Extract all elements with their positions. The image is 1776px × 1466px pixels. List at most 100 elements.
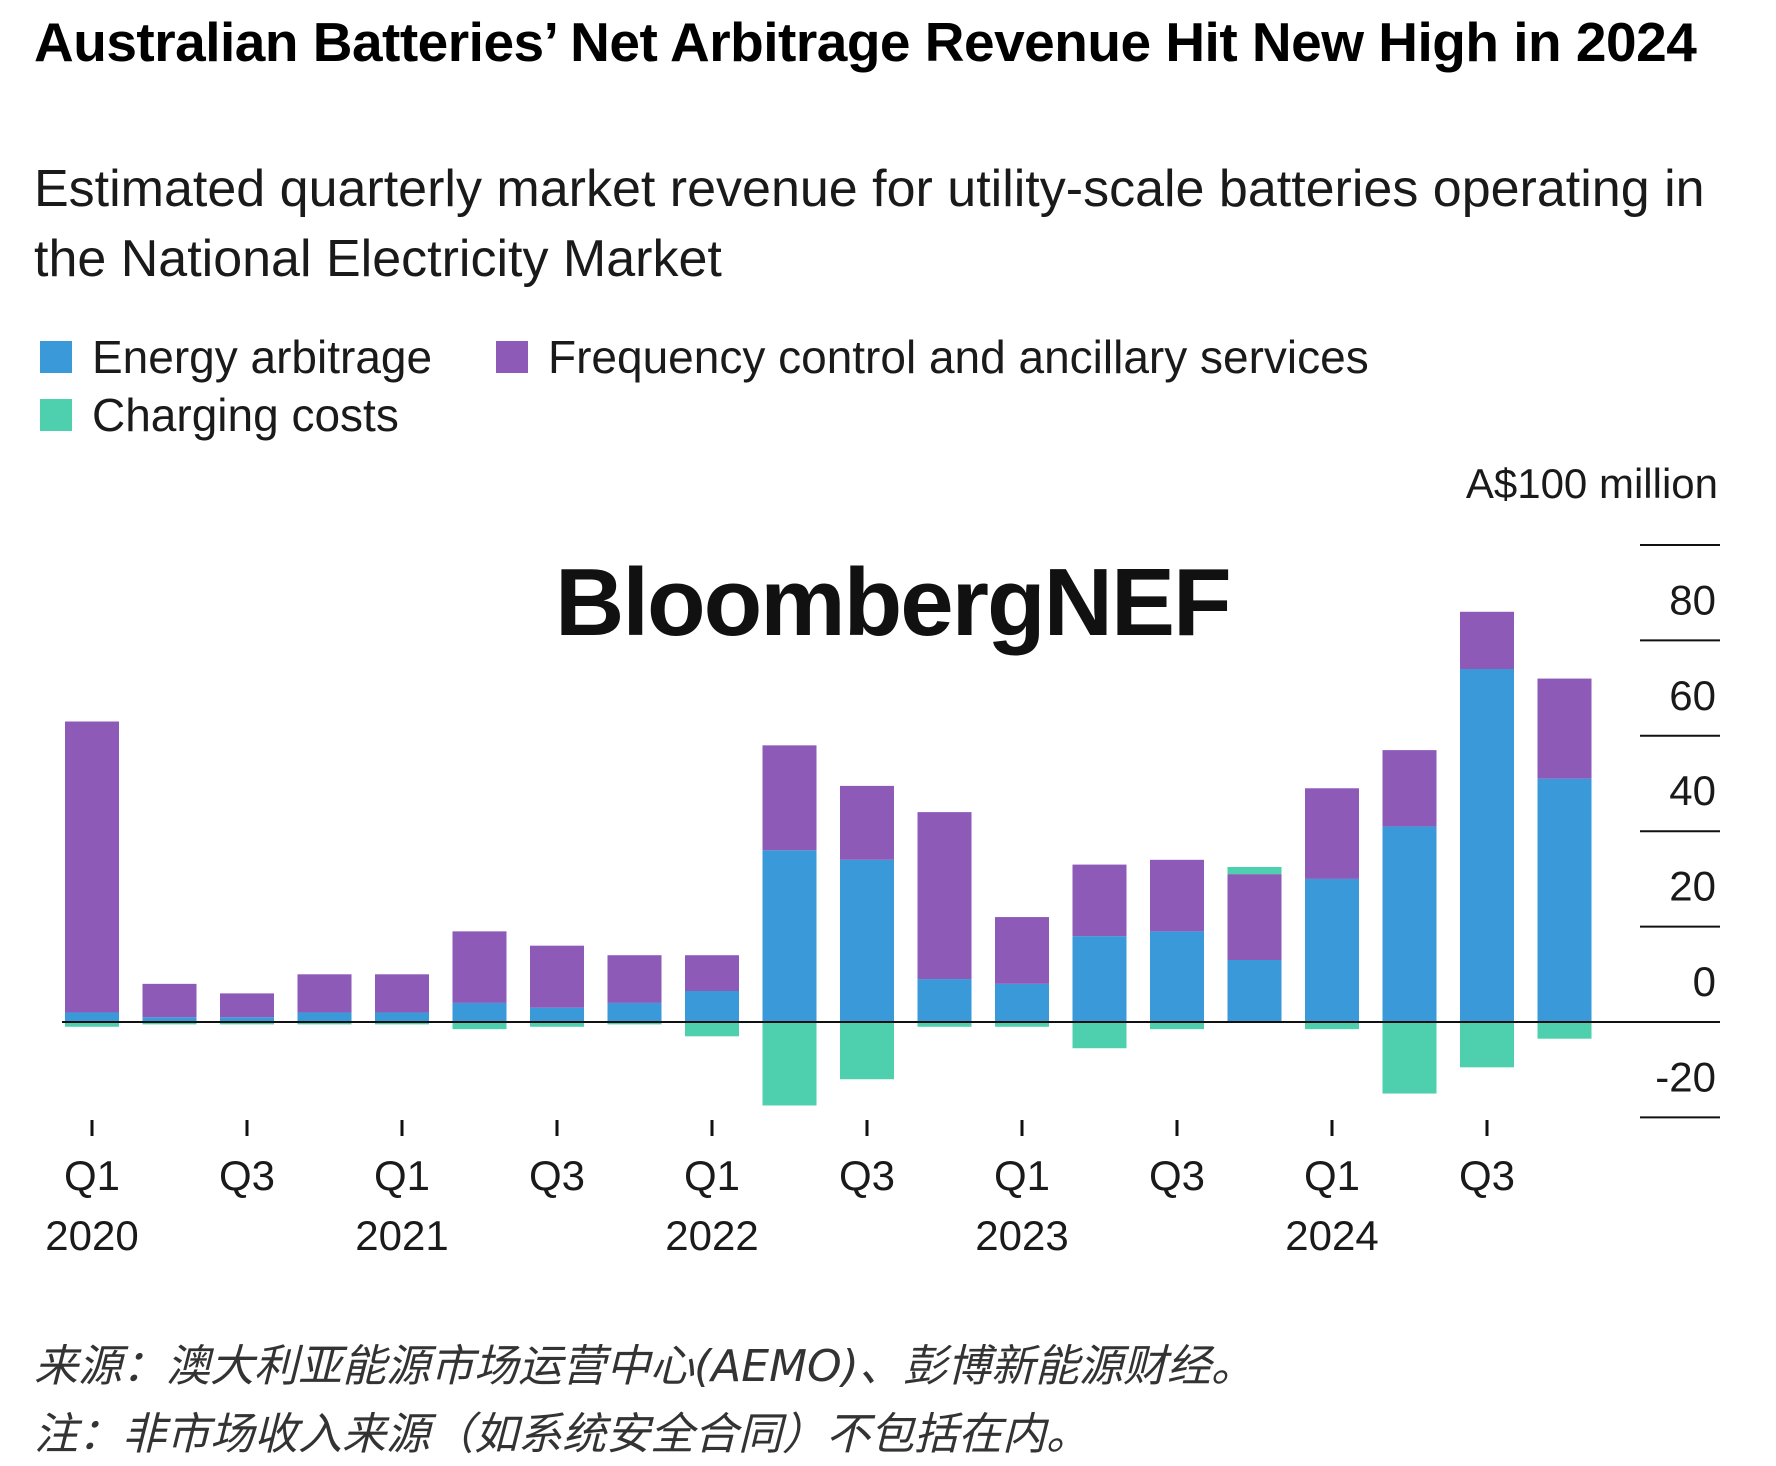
legend-label-charging-costs: Charging costs (92, 389, 399, 441)
x-tick-label-quarter: Q3 (1149, 1152, 1205, 1199)
bar-segment-frequency-control-and-ancillary-services-4 (297, 974, 352, 1013)
stacked-bar-chart: -20 0 20 40 60 80 A$100 million Q1 2020 Q3 Q1 2021 Q… (45, 460, 1720, 1259)
bars (65, 611, 1592, 1106)
bar-segment-charging-costs-17 (1305, 1022, 1359, 1030)
bar-segment-charging-costs-18 (1382, 1022, 1437, 1094)
y-tick-label: -20 (1655, 1053, 1716, 1100)
bar-segment-energy-arbitrage-12 (917, 979, 972, 1022)
legend-swatch-charging-costs (40, 399, 72, 431)
bar-segment-charging-costs-6 (452, 1022, 507, 1030)
bar-segment-energy-arbitrage-5 (375, 1012, 429, 1022)
bar-segment-frequency-control-and-ancillary-services-1 (65, 721, 119, 1013)
x-tick-label-quarter: Q1 (1304, 1152, 1360, 1199)
legend-item-energy-arbitrage: Energy arbitrage (40, 330, 432, 384)
bar-segment-energy-arbitrage-20 (1537, 778, 1592, 1022)
bar-segment-charging-costs-13 (995, 1022, 1049, 1027)
legend-swatch-fcas (496, 341, 528, 373)
bar-segment-energy-arbitrage-2 (142, 1017, 197, 1022)
y-tick-label: 60 (1669, 672, 1716, 719)
axes: -20 0 20 40 60 80 A$100 million Q1 2020 Q3 Q1 2021 Q… (45, 460, 1718, 1259)
bar-segment-frequency-control-and-ancillary-services-16 (1227, 874, 1282, 960)
x-tick-label-year: 2024 (1285, 1212, 1378, 1259)
bar-segment-energy-arbitrage-8 (607, 1002, 662, 1022)
bar-segment-charging-costs-11 (840, 1022, 894, 1080)
y-tick-label: 40 (1669, 767, 1716, 814)
bar-segment-charging-costs-5 (375, 1022, 429, 1025)
x-tick-label-quarter: Q1 (64, 1152, 120, 1199)
bar-segment-frequency-control-and-ancillary-services-5 (375, 974, 429, 1013)
y-axis-unit-label: A$100 million (1466, 460, 1718, 507)
bar-segment-charging-costs-1 (65, 1022, 119, 1027)
bar-segment-charging-costs-10 (762, 1022, 817, 1106)
bar-segment-energy-arbitrage-6 (452, 1002, 507, 1022)
legend-label-fcas: Frequency control and ancillary services (548, 331, 1369, 383)
bar-segment-charging-costs-20 (1537, 1022, 1592, 1039)
bar-segment-energy-arbitrage-13 (995, 983, 1049, 1022)
bar-segment-energy-arbitrage-14 (1072, 936, 1127, 1022)
legend-item-fcas: Frequency control and ancillary services (496, 330, 1369, 384)
bar-segment-energy-arbitrage-11 (840, 859, 894, 1022)
bar-segment-energy-arbitrage-15 (1150, 931, 1204, 1022)
bar-segment-frequency-control-and-ancillary-services-6 (452, 931, 507, 1003)
x-tick-label-year: 2022 (665, 1212, 758, 1259)
bar-segment-frequency-control-and-ancillary-services-13 (995, 917, 1049, 984)
bar-segment-frequency-control-and-ancillary-services-14 (1072, 864, 1127, 937)
bar-segment-energy-arbitrage-17 (1305, 878, 1359, 1022)
x-tick-label-year: 2021 (355, 1212, 448, 1259)
footnote-note: 注：非市场收入来源（如系统安全合同）不包括在内。 (34, 1409, 1090, 1460)
bar-segment-frequency-control-and-ancillary-services-7 (530, 945, 584, 1008)
x-tick-label-quarter: Q3 (529, 1152, 585, 1199)
legend-swatch-energy-arbitrage (40, 341, 72, 373)
y-tick-label: 80 (1669, 576, 1716, 623)
y-tick-label: 20 (1669, 863, 1716, 910)
bar-segment-frequency-control-and-ancillary-services-10 (762, 745, 817, 851)
bar-segment-frequency-control-and-ancillary-services-2 (142, 983, 197, 1018)
bar-segment-charging-costs-8 (607, 1022, 662, 1025)
bar-segment-energy-arbitrage-4 (297, 1012, 352, 1022)
chart-title: Australian Batteries’ Net Arbitrage Reve… (34, 11, 1697, 73)
bar-segment-charging-costs-16 (1227, 866, 1282, 875)
gridlines (1640, 544, 1720, 1119)
bar-segment-charging-costs-4 (297, 1022, 352, 1025)
bar-segment-charging-costs-9 (685, 1022, 739, 1037)
bar-segment-frequency-control-and-ancillary-services-18 (1382, 750, 1437, 827)
bar-segment-charging-costs-19 (1460, 1022, 1514, 1068)
bar-segment-frequency-control-and-ancillary-services-15 (1150, 859, 1204, 932)
watermark-logo: BloombergNEF (555, 549, 1232, 656)
x-tick-label-quarter: Q1 (684, 1152, 740, 1199)
x-tick-label-quarter: Q3 (1459, 1152, 1515, 1199)
bar-segment-energy-arbitrage-18 (1382, 826, 1437, 1022)
bar-segment-frequency-control-and-ancillary-services-8 (607, 955, 662, 1003)
bar-segment-energy-arbitrage-7 (530, 1007, 584, 1022)
bar-segment-frequency-control-and-ancillary-services-17 (1305, 788, 1359, 879)
x-tick-label-quarter: Q1 (994, 1152, 1050, 1199)
bar-segment-frequency-control-and-ancillary-services-3 (220, 993, 274, 1018)
bar-segment-frequency-control-and-ancillary-services-12 (917, 812, 972, 980)
bar-segment-energy-arbitrage-3 (220, 1017, 274, 1022)
bar-segment-energy-arbitrage-1 (65, 1012, 119, 1022)
footnote-source: 来源：澳大利亚能源市场运营中心(AEMO)、彭博新能源财经。 (34, 1341, 1255, 1392)
x-tick-label-quarter: Q3 (839, 1152, 895, 1199)
bar-segment-charging-costs-2 (142, 1022, 197, 1025)
bar-segment-charging-costs-7 (530, 1022, 584, 1027)
legend-label-energy-arbitrage: Energy arbitrage (92, 331, 433, 383)
bar-segment-charging-costs-3 (220, 1022, 274, 1025)
x-tick-label-year: 2020 (45, 1212, 138, 1259)
bar-segment-energy-arbitrage-10 (762, 850, 817, 1022)
bar-segment-energy-arbitrage-19 (1460, 669, 1514, 1022)
x-tick-label-year: 2023 (975, 1212, 1068, 1259)
bar-segment-charging-costs-12 (917, 1022, 972, 1027)
bar-segment-charging-costs-14 (1072, 1022, 1127, 1049)
bar-segment-frequency-control-and-ancillary-services-20 (1537, 678, 1592, 779)
chart-subtitle: Estimated quarterly market revenue for u… (34, 160, 1705, 288)
x-tick-label-quarter: Q3 (219, 1152, 275, 1199)
bar-segment-energy-arbitrage-16 (1227, 959, 1282, 1022)
bar-segment-charging-costs-15 (1150, 1022, 1204, 1030)
bar-segment-frequency-control-and-ancillary-services-9 (685, 955, 739, 991)
y-tick-label: 0 (1693, 958, 1716, 1005)
bar-segment-frequency-control-and-ancillary-services-11 (840, 785, 894, 860)
x-tick-label-quarter: Q1 (374, 1152, 430, 1199)
legend-item-charging-costs: Charging costs (40, 388, 399, 442)
bar-segment-frequency-control-and-ancillary-services-19 (1460, 611, 1514, 670)
bar-segment-energy-arbitrage-9 (685, 990, 739, 1022)
